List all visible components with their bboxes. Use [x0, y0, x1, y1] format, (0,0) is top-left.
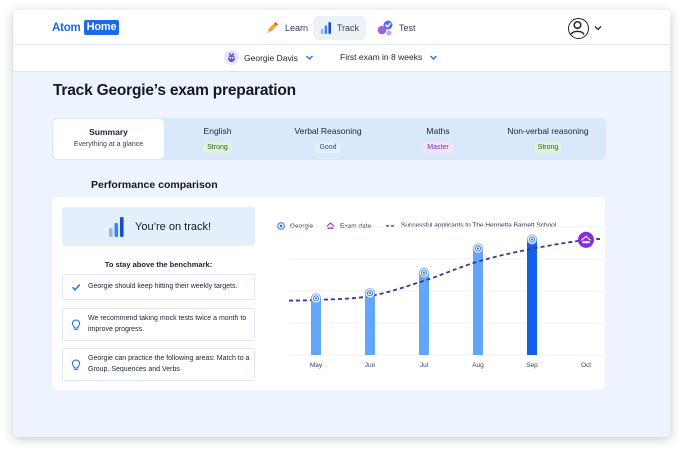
chevron-down-icon — [305, 55, 313, 60]
chevron-down-icon — [594, 26, 602, 31]
nav-track[interactable]: Track — [313, 16, 366, 40]
exam-date-marker — [578, 231, 594, 248]
nav-track-label: Track — [336, 23, 359, 33]
student-name: Georgie Davis — [244, 52, 298, 63]
legend-exam-date: Exam date — [326, 222, 371, 230]
georgie-point-dot — [314, 297, 318, 300]
student-selector[interactable]: Georgie Davis — [224, 50, 314, 65]
tab-maths[interactable]: Maths Master — [386, 118, 490, 160]
nav-test[interactable]: Test — [369, 16, 423, 40]
x-tick-label: Oct — [581, 362, 591, 369]
logo[interactable]: Atom Home — [52, 20, 120, 35]
lightbulb-icon — [71, 318, 81, 330]
bar-chart-icon — [109, 216, 124, 237]
legend-benchmark: Successful applicants to The Henrietta B… — [386, 222, 556, 229]
tab-label: English — [203, 126, 232, 136]
status-badge: Good — [315, 142, 341, 153]
tip-item: Georgie should keep hitting their weekly… — [62, 274, 255, 300]
logo-home: Home — [83, 20, 120, 35]
user-icon — [568, 17, 589, 39]
tip-item: Georgie can practice the following areas… — [62, 348, 255, 381]
georgie-point — [472, 243, 484, 254]
x-tick-label: May — [310, 362, 323, 369]
tab-label: Summary — [89, 127, 128, 137]
georgie-point-ring — [474, 245, 482, 252]
legend-label: Successful applicants to The Henrietta B… — [401, 222, 557, 229]
logo-atom: Atom — [52, 21, 81, 34]
section-title: Performance comparison — [91, 179, 218, 191]
tip-text: We recommend taking mock tests twice a m… — [88, 315, 247, 333]
pencil-icon — [267, 22, 278, 33]
georgie-point-ring — [366, 290, 374, 297]
georgie-point — [526, 234, 538, 245]
tab-subtitle: Everything at a glance — [73, 141, 144, 148]
georgie-point-ring — [420, 269, 428, 276]
x-tick-label: Jun — [365, 362, 376, 369]
profile-menu[interactable] — [568, 15, 606, 41]
tab-verbal-reasoning[interactable]: Verbal Reasoning Good — [272, 118, 384, 160]
tab-non-verbal-reasoning[interactable]: Non-verbal reasoning Strong — [492, 118, 604, 160]
top-navigation: Atom Home Learn Track — [13, 10, 670, 45]
bar-aug — [473, 247, 483, 355]
on-track-banner: You’re on track! — [62, 207, 255, 246]
legend-georgie: Georgie — [277, 222, 313, 230]
tip-text: Georgie can practice the following areas… — [88, 355, 250, 373]
x-tick-label: Sep — [526, 362, 538, 369]
lightbulb-icon — [71, 358, 81, 370]
exam-timing: First exam in 8 weeks — [340, 52, 423, 62]
georgie-point-dot — [476, 247, 480, 250]
georgie-point-ring — [528, 236, 536, 243]
chevron-down-icon — [430, 55, 438, 60]
legend-label: Exam date — [340, 222, 372, 230]
tip-item: We recommend taking mock tests twice a m… — [62, 308, 255, 341]
app-window: Atom Home Learn Track — [13, 10, 670, 437]
georgie-point-dot — [530, 238, 534, 241]
test-icon — [377, 20, 393, 36]
status-badge: Strong — [203, 142, 232, 153]
georgie-point — [310, 293, 322, 304]
student-avatar — [224, 50, 239, 65]
tab-label: Non-verbal reasoning — [507, 126, 589, 136]
page-title: Track Georgie’s exam preparation — [53, 82, 296, 99]
subject-tabs: Summary Everything at a glance English S… — [52, 118, 606, 160]
georgie-point — [364, 288, 376, 299]
georgie-point — [418, 267, 430, 278]
school-icon — [326, 222, 335, 229]
georgie-point-dot — [422, 271, 426, 274]
nav-learn[interactable]: Learn — [257, 16, 315, 40]
x-tick-label: Jul — [420, 362, 429, 369]
filter-bar: Georgie Davis First exam in 8 weeks — [13, 45, 670, 72]
status-badge: Master — [423, 142, 453, 153]
target-icon — [277, 222, 285, 230]
nav-test-label: Test — [399, 23, 416, 33]
bar-may — [311, 297, 321, 355]
school-icon-base — [582, 241, 590, 244]
bar-jul — [419, 271, 429, 355]
bar-chart-icon — [320, 22, 331, 34]
georgie-point-dot — [368, 292, 372, 295]
tab-summary[interactable]: Summary Everything at a glance — [53, 119, 164, 159]
tip-text: Georgie should keep hitting their weekly… — [88, 282, 238, 290]
on-track-text: You’re on track! — [135, 220, 212, 233]
benchmark-line — [288, 238, 602, 302]
benchmark-title: To stay above the benchmark: — [104, 260, 213, 269]
tab-label: Verbal Reasoning — [294, 126, 362, 136]
x-tick-label: Aug — [472, 362, 484, 369]
georgie-point-ring — [312, 295, 320, 302]
tab-label: Maths — [426, 126, 450, 136]
legend-label: Georgie — [290, 222, 314, 230]
bar-jun — [365, 292, 375, 355]
status-badge: Strong — [533, 142, 563, 153]
tab-english[interactable]: English Strong — [165, 118, 270, 160]
performance-card: You’re on track! To stay above the bench… — [52, 197, 605, 390]
dashed-line-icon — [386, 224, 394, 227]
school-icon — [581, 235, 591, 241]
check-icon — [72, 284, 81, 291]
nav-learn-label: Learn — [285, 23, 309, 33]
bar-sep — [527, 238, 537, 355]
exam-selector[interactable]: First exam in 8 weeks — [340, 52, 438, 62]
